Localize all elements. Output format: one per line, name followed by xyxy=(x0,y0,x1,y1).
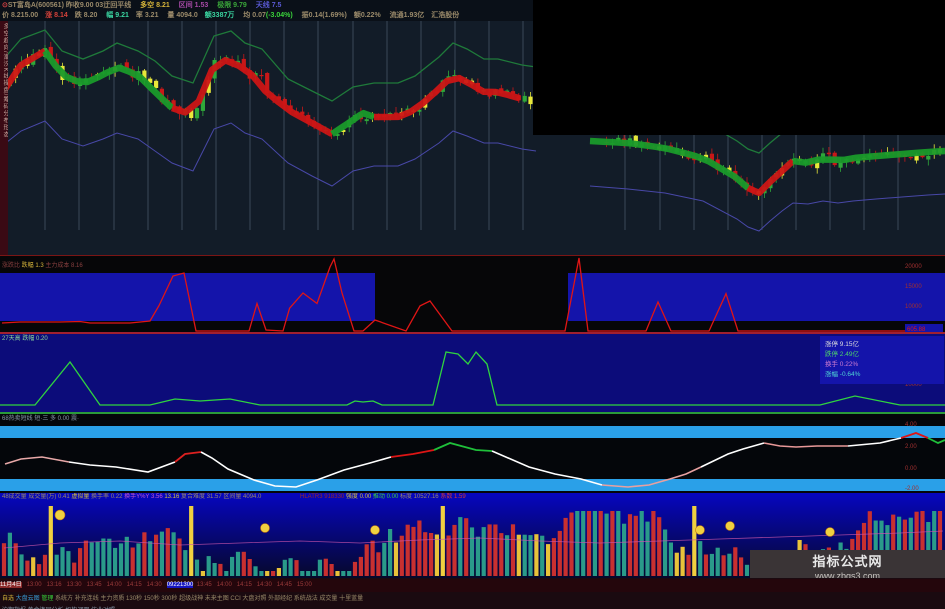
svg-text:20000: 20000 xyxy=(905,264,922,270)
svg-text:涨停 9.15亿: 涨停 9.15亿 xyxy=(825,339,859,348)
svg-text:涨幅 -0.64%: 涨幅 -0.64% xyxy=(825,369,861,378)
svg-text:换手 0.22%: 换手 0.22% xyxy=(825,359,858,368)
svg-text:4.00: 4.00 xyxy=(905,422,917,428)
svg-text:-2.00: -2.00 xyxy=(905,486,919,492)
svg-text:跌停 2.49亿: 跌停 2.49亿 xyxy=(825,349,859,358)
svg-text:0.00: 0.00 xyxy=(905,466,917,472)
svg-text:2.00: 2.00 xyxy=(905,444,917,450)
svg-text:15000: 15000 xyxy=(905,284,922,290)
svg-text:10000: 10000 xyxy=(905,304,922,310)
